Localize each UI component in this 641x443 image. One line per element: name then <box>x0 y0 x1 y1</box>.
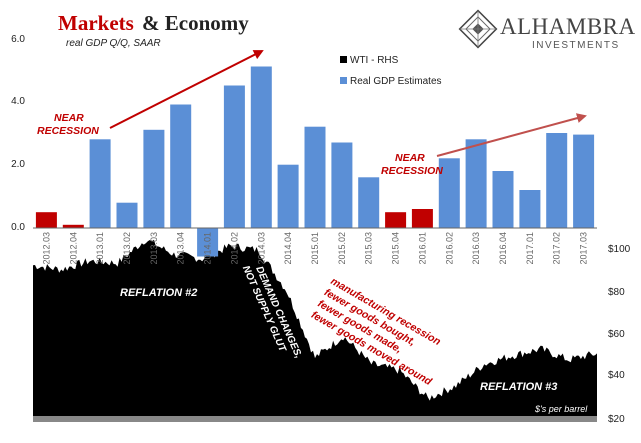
legend-label-gdp: Real GDP Estimates <box>350 76 442 87</box>
gdp-bar-2016.02 <box>438 158 460 228</box>
bottom-axis-strip <box>33 416 597 422</box>
category-label: 2013.01 <box>95 232 105 265</box>
trend-arrow-up-2 <box>436 113 587 157</box>
gdp-bar-2017.01 <box>519 190 541 228</box>
brand-name: ALHAMBRA <box>500 14 636 39</box>
wti-area-layer <box>33 239 597 416</box>
gdp-bar-2016.01 <box>411 209 433 228</box>
right-tick-label: $100 <box>608 244 631 255</box>
gdp-bar-2012.03 <box>35 212 57 228</box>
category-label: 2016.02 <box>444 232 454 265</box>
right-axis: $100 $80 $60 $40 $20 <box>608 244 631 425</box>
category-label: 2017.02 <box>552 232 562 265</box>
category-label: 2014.02 <box>229 232 239 265</box>
gdp-bar-2015.01 <box>304 126 326 228</box>
right-tick-label: $80 <box>608 287 625 298</box>
gdp-bar-2016.03 <box>465 139 487 228</box>
category-label: 2013.02 <box>122 232 132 265</box>
near-recession-label-2: NEAR RECESSION <box>381 152 443 177</box>
alhambra-emblem-icon <box>458 9 498 49</box>
gdp-bar-2013.01 <box>89 139 111 228</box>
gdp-bar-2017.02 <box>546 133 568 228</box>
legend-swatch-wti <box>340 56 347 63</box>
category-label: 2014.04 <box>283 232 293 265</box>
category-labels: 2012.03 2012.04 2013.01 2013.02 2013.03 2013.… <box>41 232 588 265</box>
alhambra-logo: ALHAMBRA INVESTMENTS <box>458 9 636 51</box>
gdp-bar-2013.02 <box>116 202 138 228</box>
gdp-bar-2013.03 <box>143 129 165 228</box>
gdp-bar-2016.04 <box>492 171 514 228</box>
category-label: 2014.03 <box>256 232 266 265</box>
category-label: 2016.04 <box>498 232 508 265</box>
chart-subtitle: real GDP Q/Q, SAAR <box>66 38 161 49</box>
category-label: 2015.03 <box>364 232 374 265</box>
category-label: 2013.03 <box>149 232 159 265</box>
gdp-bar-2014.02 <box>223 85 245 228</box>
gdp-bar-2015.03 <box>358 177 380 228</box>
title-markets: Markets <box>58 11 134 35</box>
brand-subtitle: INVESTMENTS <box>532 40 620 51</box>
category-label: 2017.03 <box>579 232 589 265</box>
left-tick-label: 2.0 <box>11 159 25 170</box>
right-tick-label: $40 <box>608 370 625 381</box>
near-recession-label-1: NEAR RECESSION <box>37 112 99 137</box>
wti-units-label: $'s per barrel <box>534 404 588 414</box>
right-tick-label: $20 <box>608 414 625 425</box>
trend-arrow-up-1 <box>109 50 264 129</box>
gdp-bar-2014.04 <box>277 164 299 228</box>
legend-swatch-gdp <box>340 77 347 84</box>
gdp-bar-2013.04 <box>170 104 192 228</box>
left-tick-label: 4.0 <box>11 96 25 107</box>
wti-area <box>33 239 597 416</box>
gdp-bar-2012.04 <box>62 224 84 228</box>
category-label: 2015.04 <box>391 232 401 265</box>
gdp-bar-2014.03 <box>250 66 272 228</box>
right-tick-label: $60 <box>608 329 625 340</box>
left-tick-label: 0.0 <box>11 222 25 233</box>
gdp-bar-2015.04 <box>385 212 407 228</box>
category-label: 2013.04 <box>176 232 186 265</box>
left-axis: 6.0 4.0 2.0 0.0 <box>11 34 25 233</box>
legend: WTI - RHS Real GDP Estimates <box>340 55 442 87</box>
gdp-bar-2014.01 <box>197 228 219 257</box>
gdp-bars-layer <box>35 66 595 257</box>
category-label: 2012.04 <box>68 232 78 265</box>
reflation-2-label: REFLATION #2 <box>120 287 197 299</box>
category-label: 2015.02 <box>337 232 347 265</box>
category-label: 2016.03 <box>471 232 481 265</box>
left-tick-label: 6.0 <box>11 34 25 45</box>
category-label: 2016.01 <box>417 232 427 265</box>
reflation-3-label: REFLATION #3 <box>480 381 557 393</box>
title-economy: & Economy <box>142 11 249 35</box>
legend-label-wti: WTI - RHS <box>350 55 399 66</box>
gdp-bar-2015.02 <box>331 142 353 228</box>
category-label: 2012.03 <box>41 232 51 265</box>
category-label: 2015.01 <box>310 232 320 265</box>
category-label: 2014.01 <box>203 232 213 265</box>
category-label: 2017.01 <box>525 232 535 265</box>
gdp-bar-2017.03 <box>573 134 595 228</box>
